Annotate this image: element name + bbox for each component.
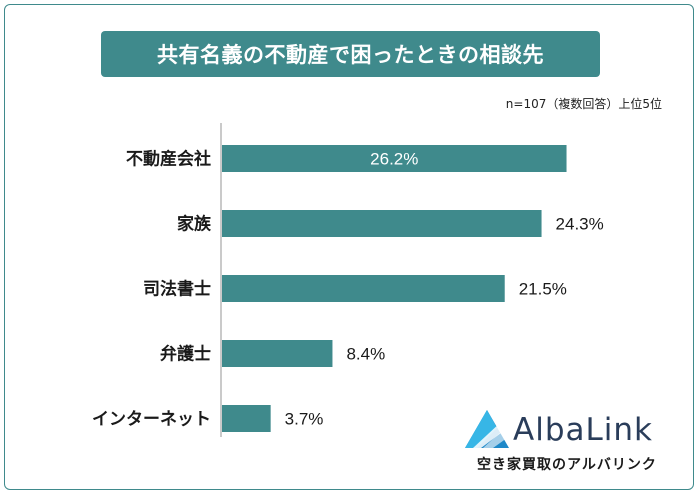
category-label: インターネット (92, 410, 211, 430)
logo-tagline: 空き家買取のアルバリンク (477, 457, 657, 473)
chart-frame (4, 4, 694, 490)
value-label: 26.2% (370, 150, 418, 169)
sample-note: n=107（複数回答）上位5位 (505, 97, 662, 111)
category-label: 弁護士 (160, 344, 211, 365)
bar (222, 210, 542, 237)
value-label: 3.7% (285, 410, 324, 429)
bar (222, 275, 505, 302)
value-label: 24.3% (556, 215, 604, 234)
logo-mark-icon (465, 410, 509, 448)
albalink-logo: AlbaLink 空き家買取のアルバリンク (463, 408, 683, 478)
category-label: 不動産会社 (126, 149, 211, 170)
chart-title: 共有名義の不動産で困ったときの相談先 (101, 31, 600, 77)
bar (222, 340, 333, 367)
category-label: 家族 (177, 214, 212, 235)
logo-name: AlbaLink (513, 412, 653, 448)
bar (222, 405, 271, 432)
value-label: 8.4% (346, 345, 385, 364)
category-label: 司法書士 (143, 279, 211, 300)
value-label: 21.5% (519, 280, 567, 299)
bar (222, 145, 567, 172)
